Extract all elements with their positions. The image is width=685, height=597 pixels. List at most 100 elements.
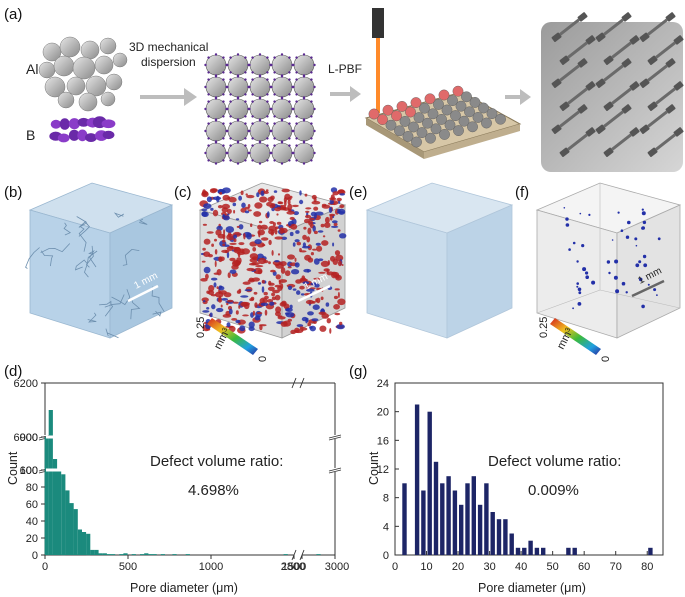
- large-pore: [250, 223, 253, 227]
- large-pore: [211, 188, 218, 193]
- large-pore: [276, 213, 279, 216]
- arrow-1-icon: [140, 88, 197, 106]
- boron-dot: [273, 78, 276, 81]
- y-break-mark: [328, 434, 342, 441]
- small-pore: [266, 211, 270, 218]
- large-pore: [246, 194, 255, 199]
- large-pore: [301, 275, 306, 281]
- tensile-specimen: [551, 58, 588, 88]
- large-pore: [233, 238, 237, 243]
- bar: [61, 474, 66, 556]
- lpbf-process-illustration: [364, 8, 522, 159]
- crack: [25, 247, 40, 269]
- x-tick-label: 0: [42, 561, 48, 573]
- boron-dot: [248, 151, 251, 155]
- x-break-mark: [291, 377, 305, 389]
- small-pore: [210, 207, 214, 211]
- boron-dot: [207, 71, 210, 74]
- large-pore: [308, 217, 315, 221]
- boron-dot: [295, 159, 298, 162]
- boron-dot: [222, 71, 225, 74]
- al-particle: [94, 55, 114, 75]
- boron-dot: [295, 122, 298, 125]
- large-pore: [311, 194, 317, 200]
- b-particle: [50, 119, 62, 129]
- large-pore: [206, 231, 214, 234]
- boron-dot: [251, 93, 254, 96]
- small-pore: [292, 288, 297, 291]
- large-pore: [313, 230, 318, 235]
- boron-dot: [251, 122, 254, 125]
- tensile-specimen: [639, 58, 676, 88]
- small-pore: [281, 236, 288, 240]
- bar: [534, 547, 540, 555]
- boron-dot: [270, 85, 273, 89]
- bed-particle: [396, 101, 408, 112]
- colorbar-f-max: 0.25: [538, 317, 550, 338]
- boron-dot: [229, 93, 232, 96]
- boron-dot: [244, 122, 247, 125]
- boron-dot: [226, 151, 229, 155]
- large-pore: [299, 250, 307, 253]
- al-particle: [57, 91, 75, 109]
- large-pore: [310, 252, 314, 256]
- small-pore: [260, 190, 265, 197]
- crack: [87, 312, 97, 323]
- crack: [99, 300, 112, 308]
- lpbf-label: L-PBF: [328, 62, 362, 76]
- small-pore: [296, 324, 304, 328]
- boron-dot: [310, 137, 313, 140]
- pore: [621, 281, 626, 286]
- boron-dot: [244, 78, 247, 81]
- bar: [73, 509, 78, 555]
- large-pore: [240, 301, 248, 307]
- boron-dot: [266, 122, 269, 125]
- small-pore: [301, 245, 311, 249]
- boron-dot: [273, 71, 276, 74]
- small-pore: [313, 258, 320, 265]
- large-pore: [202, 247, 206, 251]
- large-pore: [318, 311, 327, 315]
- b-particle: [101, 119, 116, 129]
- large-pore: [244, 206, 250, 210]
- boron-dot: [204, 151, 207, 155]
- al-particle: [100, 91, 116, 107]
- boron-dot: [244, 100, 247, 103]
- large-pore: [333, 222, 338, 227]
- large-pore: [303, 226, 307, 230]
- pore: [572, 241, 576, 245]
- large-pore: [206, 290, 211, 294]
- large-pore: [257, 257, 267, 265]
- boron-dot: [292, 63, 295, 67]
- tensile-specimen: [551, 104, 588, 134]
- boron-dot: [310, 159, 313, 162]
- chart-d-annotation-line2: 4.698%: [188, 482, 239, 499]
- boron-dot: [222, 115, 225, 118]
- large-pore: [274, 228, 278, 235]
- large-pore: [270, 230, 274, 236]
- bar: [572, 547, 577, 555]
- chart-g-annotation-line2: 0.009%: [528, 482, 579, 499]
- boron-dot: [207, 78, 210, 81]
- boron-dot: [310, 93, 313, 96]
- bed-particle: [422, 117, 433, 129]
- boron-dot: [236, 162, 240, 165]
- large-pore: [255, 265, 264, 268]
- bar: [123, 553, 128, 555]
- pore: [653, 288, 657, 292]
- small-pore: [302, 281, 310, 285]
- boron-dot: [229, 71, 232, 74]
- small-pore: [299, 190, 302, 196]
- pore: [565, 217, 569, 221]
- colorbar-f-min: 0: [600, 356, 612, 362]
- bed-particle: [438, 89, 450, 101]
- small-pore: [241, 202, 246, 209]
- boron-dot: [313, 129, 316, 133]
- crack: [152, 310, 162, 317]
- small-pore: [306, 288, 315, 292]
- large-pore: [337, 260, 342, 267]
- x-tick-label: 50: [547, 561, 559, 573]
- large-pore: [251, 277, 260, 282]
- small-pore: [235, 218, 240, 221]
- panel-label-e: (e): [349, 184, 367, 201]
